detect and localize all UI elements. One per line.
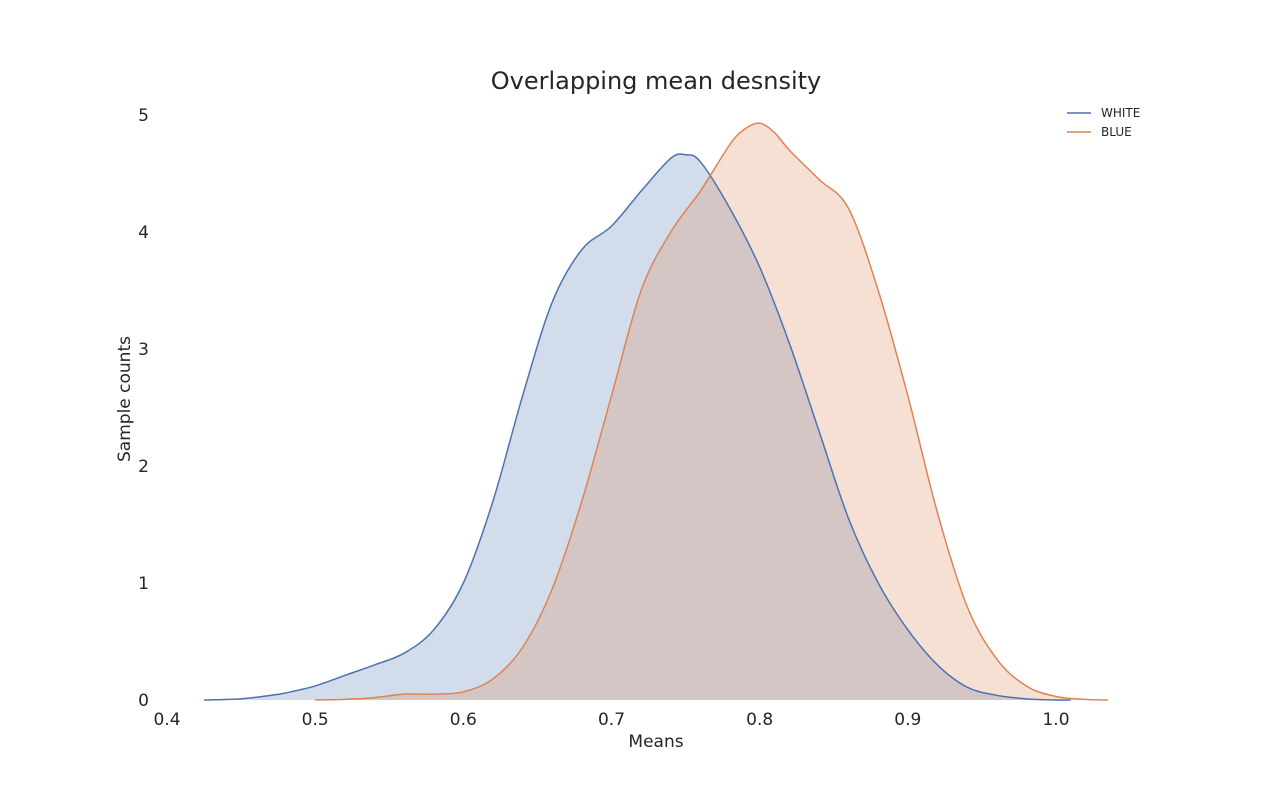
series-lines bbox=[204, 122, 1108, 701]
series-line-white bbox=[204, 153, 1071, 701]
x-tick-label: 0.5 bbox=[302, 710, 329, 730]
y-tick-label: 3 bbox=[138, 340, 149, 360]
x-tick-label: 0.6 bbox=[450, 710, 477, 730]
x-tick-label: 0.8 bbox=[746, 710, 773, 730]
y-tick-label: 2 bbox=[138, 457, 149, 477]
legend-label-blue: BLUE bbox=[1101, 125, 1132, 139]
y-tick-label: 5 bbox=[138, 106, 149, 126]
x-tick-label: 0.9 bbox=[894, 710, 921, 730]
series-line-blue bbox=[315, 122, 1108, 701]
legend-label-white: WHITE bbox=[1101, 106, 1140, 120]
chart-title: Overlapping mean desnsity bbox=[491, 67, 822, 95]
area-fill-white bbox=[204, 154, 1071, 701]
y-axis-ticks: 0 1 2 3 4 5 bbox=[138, 106, 149, 711]
x-tick-label: 1.0 bbox=[1042, 710, 1069, 730]
x-tick-label: 0.4 bbox=[153, 710, 180, 730]
y-tick-label: 4 bbox=[138, 223, 149, 243]
x-tick-label: 0.7 bbox=[598, 710, 625, 730]
legend: WHITE BLUE bbox=[1067, 106, 1140, 139]
area-fill-blue bbox=[315, 123, 1108, 701]
y-tick-label: 0 bbox=[138, 691, 149, 711]
y-tick-label: 1 bbox=[138, 574, 149, 594]
x-axis-ticks: 0.4 0.5 0.6 0.7 0.8 0.9 1.0 bbox=[153, 710, 1069, 730]
x-axis-label: Means bbox=[628, 732, 683, 752]
area-fills bbox=[204, 123, 1108, 701]
y-axis-label: Sample counts bbox=[115, 336, 135, 462]
